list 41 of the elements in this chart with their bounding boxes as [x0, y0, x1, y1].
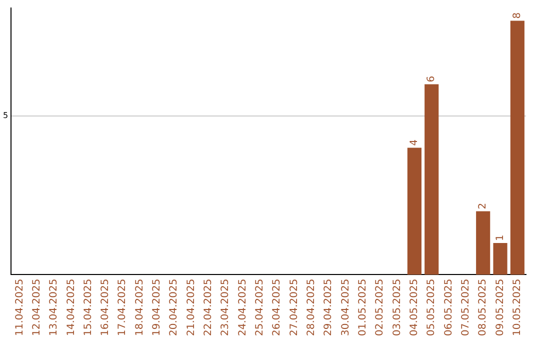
x-tick-label: 21.04.2025	[186, 278, 197, 336]
x-tick-label: 23.04.2025	[220, 278, 232, 336]
x-tick-label: 11.04.2025	[14, 278, 26, 336]
x-tick-label: 13.04.2025	[48, 278, 60, 336]
data-label: 2	[478, 202, 489, 210]
x-tick-label: 12.04.2025	[31, 278, 42, 336]
x-tick-label: 17.04.2025	[117, 278, 128, 336]
x-tick-label: 25.04.2025	[254, 278, 266, 336]
bar	[493, 242, 508, 275]
x-tick-label: 07.05.2025	[460, 278, 472, 336]
data-label: 1	[494, 234, 506, 241]
x-tick-label: 08.05.2025	[478, 278, 489, 336]
data-label: 4	[409, 139, 420, 146]
x-tick-label: 18.04.2025	[134, 278, 146, 336]
x-tick-label: 22.04.2025	[203, 278, 214, 336]
y-tick-label: 5	[2, 111, 8, 120]
x-tick-label: 28.04.2025	[306, 278, 318, 336]
x-tick-label: 27.04.2025	[288, 278, 300, 336]
x-tick-label: 04.05.2025	[409, 278, 420, 336]
x-tick-label: 01.05.2025	[358, 278, 369, 336]
x-tick-label: 14.04.2025	[66, 278, 77, 336]
x-tick-label: 03.05.2025	[392, 278, 403, 336]
bar	[407, 148, 422, 275]
x-tick-label: 15.04.2025	[82, 278, 94, 336]
bar	[510, 20, 524, 275]
x-tick-label: 10.05.2025	[512, 278, 524, 336]
x-tick-label: 09.05.2025	[494, 278, 506, 336]
x-tick-label: 29.04.2025	[323, 278, 334, 336]
x-tick-label: 26.04.2025	[272, 278, 283, 336]
x-tick-label: 16.04.2025	[100, 278, 112, 336]
x-tick-label: 05.05.2025	[426, 278, 438, 336]
x-tick-label: 06.05.2025	[443, 278, 454, 336]
x-tick-label: 30.04.2025	[340, 278, 352, 336]
data-label: 6	[426, 76, 438, 82]
bar	[476, 211, 490, 275]
x-tick-label: 20.04.2025	[168, 278, 180, 336]
x-tick-label: 19.04.2025	[152, 278, 163, 336]
x-tick-label: 24.04.2025	[237, 278, 248, 336]
x-tick-label: 02.05.2025	[374, 278, 386, 336]
data-label: 8	[512, 12, 524, 19]
bar	[424, 84, 439, 275]
